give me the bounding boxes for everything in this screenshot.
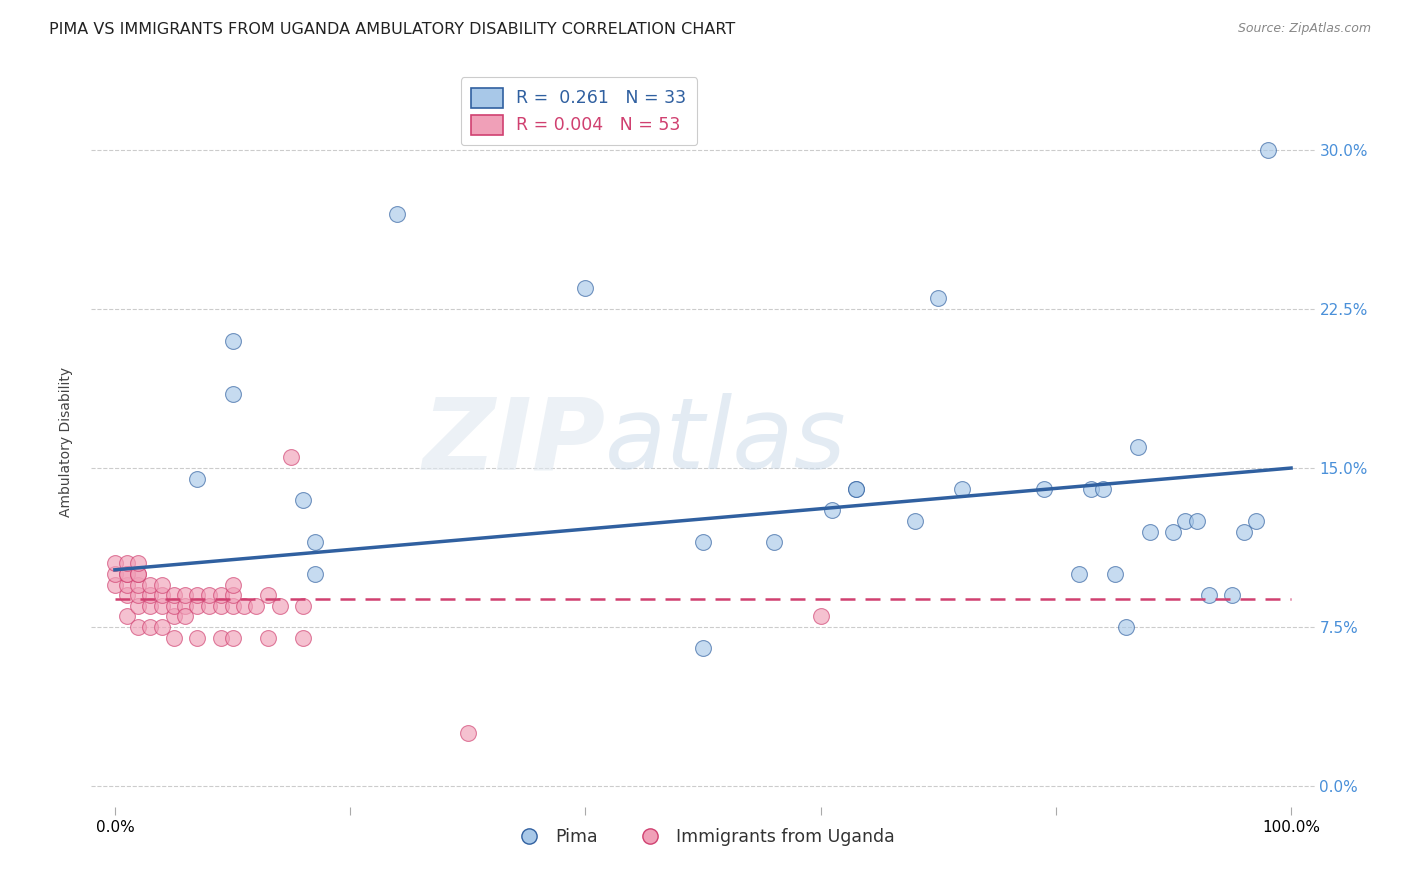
- Point: [1104, 567, 1126, 582]
- Point: [163, 588, 186, 602]
- Point: [115, 557, 138, 571]
- Point: [139, 599, 162, 613]
- Point: [810, 609, 832, 624]
- Point: [150, 577, 173, 591]
- Text: Source: ZipAtlas.com: Source: ZipAtlas.com: [1237, 22, 1371, 36]
- Point: [762, 535, 785, 549]
- Point: [821, 503, 844, 517]
- Point: [174, 588, 197, 602]
- Point: [198, 588, 221, 602]
- Point: [845, 482, 868, 496]
- Point: [104, 557, 127, 571]
- Point: [1220, 588, 1243, 602]
- Point: [1033, 482, 1056, 496]
- Point: [1139, 524, 1161, 539]
- Point: [139, 620, 162, 634]
- Y-axis label: Ambulatory Disability: Ambulatory Disability: [59, 367, 73, 516]
- Point: [292, 492, 315, 507]
- Point: [174, 599, 197, 613]
- Point: [115, 577, 138, 591]
- Point: [692, 535, 714, 549]
- Point: [292, 599, 315, 613]
- Point: [221, 631, 243, 645]
- Point: [209, 588, 232, 602]
- Point: [163, 631, 186, 645]
- Point: [163, 609, 186, 624]
- Point: [115, 567, 138, 582]
- Point: [104, 577, 127, 591]
- Point: [115, 567, 138, 582]
- Text: ZIP: ZIP: [422, 393, 605, 490]
- Point: [186, 472, 208, 486]
- Point: [1163, 524, 1185, 539]
- Point: [1080, 482, 1102, 496]
- Point: [221, 334, 243, 348]
- Point: [1244, 514, 1267, 528]
- Point: [1069, 567, 1091, 582]
- Point: [139, 588, 162, 602]
- Point: [209, 631, 232, 645]
- Point: [104, 567, 127, 582]
- Point: [692, 641, 714, 656]
- Point: [127, 599, 149, 613]
- Point: [304, 535, 326, 549]
- Point: [198, 599, 221, 613]
- Legend: Pima, Immigrants from Uganda: Pima, Immigrants from Uganda: [505, 822, 901, 854]
- Point: [269, 599, 291, 613]
- Point: [1233, 524, 1256, 539]
- Point: [221, 387, 243, 401]
- Point: [574, 281, 596, 295]
- Point: [150, 620, 173, 634]
- Point: [221, 577, 243, 591]
- Point: [163, 599, 186, 613]
- Point: [115, 588, 138, 602]
- Point: [186, 599, 208, 613]
- Point: [186, 631, 208, 645]
- Text: atlas: atlas: [605, 393, 846, 490]
- Point: [1091, 482, 1114, 496]
- Point: [385, 206, 409, 220]
- Point: [457, 726, 479, 740]
- Point: [1198, 588, 1220, 602]
- Point: [904, 514, 927, 528]
- Point: [256, 588, 278, 602]
- Point: [150, 599, 173, 613]
- Point: [280, 450, 302, 465]
- Point: [186, 588, 208, 602]
- Point: [233, 599, 256, 613]
- Point: [209, 599, 232, 613]
- Point: [950, 482, 973, 496]
- Point: [1185, 514, 1208, 528]
- Point: [221, 588, 243, 602]
- Point: [127, 620, 149, 634]
- Point: [927, 292, 949, 306]
- Point: [127, 588, 149, 602]
- Point: [115, 609, 138, 624]
- Point: [127, 557, 149, 571]
- Point: [174, 609, 197, 624]
- Point: [127, 567, 149, 582]
- Point: [304, 567, 326, 582]
- Point: [150, 588, 173, 602]
- Point: [1115, 620, 1137, 634]
- Point: [245, 599, 267, 613]
- Point: [1257, 143, 1279, 157]
- Point: [127, 567, 149, 582]
- Point: [292, 631, 315, 645]
- Point: [256, 631, 278, 645]
- Point: [845, 482, 868, 496]
- Point: [139, 577, 162, 591]
- Text: PIMA VS IMMIGRANTS FROM UGANDA AMBULATORY DISABILITY CORRELATION CHART: PIMA VS IMMIGRANTS FROM UGANDA AMBULATOR…: [49, 22, 735, 37]
- Point: [127, 577, 149, 591]
- Point: [1174, 514, 1197, 528]
- Point: [221, 599, 243, 613]
- Point: [1128, 440, 1150, 454]
